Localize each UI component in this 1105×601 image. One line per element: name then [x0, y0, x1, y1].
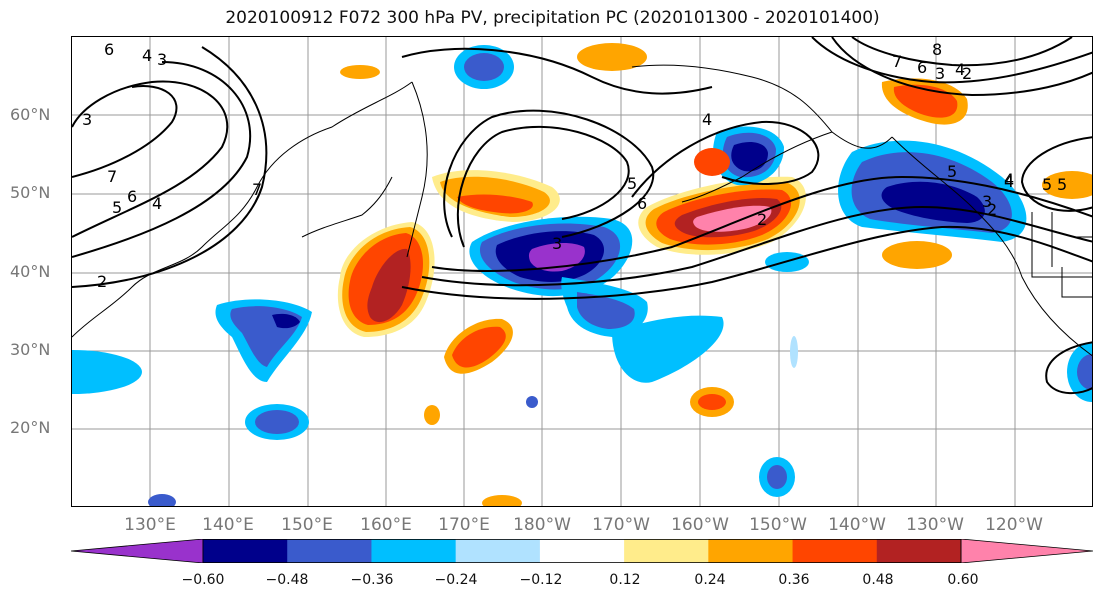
contour-label: 7	[892, 52, 902, 71]
colorbar-outline	[202, 539, 962, 563]
contour-label: 4	[955, 60, 965, 79]
contour-label: 4	[1004, 172, 1014, 191]
contour-label: 3	[82, 110, 92, 129]
contour-label: 5	[627, 174, 637, 193]
lon-label: 170°E	[438, 515, 490, 535]
lon-label: 140°W	[828, 515, 886, 535]
contour-label: 5	[112, 198, 122, 217]
lon-label: 160°E	[360, 515, 412, 535]
contour-label: 2	[987, 200, 997, 219]
contour-label: 2	[962, 64, 972, 83]
lat-label: 50°N	[10, 183, 51, 202]
precip-fills	[72, 43, 1092, 506]
colorbar-segment	[624, 539, 709, 563]
contour-labels: 6 4 3 7 6 5 4 7 2 3 4 5 6 2 3 5 4 5 7 8 …	[82, 40, 1067, 291]
colorbar-tick: −0.12	[519, 572, 563, 588]
contour-label: 5	[1057, 175, 1067, 194]
lon-label: 150°E	[281, 515, 333, 535]
lon-label: 150°W	[749, 515, 807, 535]
lon-label: 140°E	[202, 515, 254, 535]
lon-label: 130°E	[124, 515, 176, 535]
colorbar-tick: −0.24	[434, 572, 478, 588]
colorbar-tick: −0.48	[265, 572, 309, 588]
colorbar-segment	[876, 539, 962, 563]
colorbar-segment	[792, 539, 878, 563]
colorbar-segment	[203, 539, 288, 563]
map-svg: 6 4 3 7 6 5 4 7 2 3 4 5 6 2 3 5 4 5 7 8 …	[72, 37, 1092, 506]
colorbar	[70, 538, 1094, 564]
colorbar-svg	[70, 538, 1094, 564]
map-panel: 6 4 3 7 6 5 4 7 2 3 4 5 6 2 3 5 4 5 7 8 …	[71, 36, 1093, 507]
contour-label: 3	[157, 50, 167, 69]
lon-label: 130°W	[906, 515, 964, 535]
contour-label: 7	[107, 167, 117, 186]
graticule	[72, 37, 1092, 506]
contour-label: 3	[935, 64, 945, 83]
chart-title: 2020100912 F072 300 hPa PV, precipitatio…	[225, 8, 880, 28]
colorbar-segment	[708, 539, 794, 563]
lat-label: 40°N	[10, 262, 51, 281]
contour-label: 4	[142, 46, 152, 65]
colorbar-tick: 0.12	[609, 572, 641, 588]
lat-label: 60°N	[10, 105, 51, 124]
colorbar-extend-high	[960, 538, 1094, 564]
contour-label: 4	[152, 194, 162, 213]
contour-label: 6	[917, 58, 927, 77]
contour-label: 2	[97, 272, 107, 291]
colorbar-tick: 0.60	[947, 572, 979, 588]
colorbar-tick: −0.60	[181, 572, 225, 588]
contour-label: 4	[1004, 170, 1014, 189]
colorbar-tick: 0.48	[862, 572, 894, 588]
contour-label: 2	[757, 210, 767, 229]
colorbar-segment	[287, 539, 372, 563]
contour-label: 3	[552, 234, 562, 253]
colorbar-segment	[539, 539, 625, 563]
lat-label: 20°N	[10, 418, 51, 437]
colorbar-extend-low	[70, 538, 204, 564]
contour-label: 5	[1042, 175, 1052, 194]
colorbar-segment	[371, 539, 457, 563]
contour-label: 6	[104, 40, 114, 59]
colorbar-segment	[455, 539, 541, 563]
contour-label: 6	[127, 187, 137, 206]
pv-contours	[72, 37, 1092, 395]
contour-label: 4	[702, 110, 712, 129]
coastlines	[72, 64, 1092, 357]
contour-label: 5	[947, 162, 957, 181]
lon-label: 120°W	[985, 515, 1043, 535]
lon-label: 180°W	[513, 515, 571, 535]
contour-label: 8	[932, 40, 942, 59]
lat-label: 30°N	[10, 340, 51, 359]
contour-label: 3	[982, 192, 992, 211]
lon-label: 170°W	[592, 515, 650, 535]
colorbar-tick: 0.24	[694, 572, 726, 588]
contour-label: 7	[252, 180, 262, 199]
colorbar-tick: 0.36	[778, 572, 810, 588]
lon-label: 160°W	[671, 515, 729, 535]
colorbar-tick: −0.36	[350, 572, 394, 588]
contour-label: 6	[637, 194, 647, 213]
